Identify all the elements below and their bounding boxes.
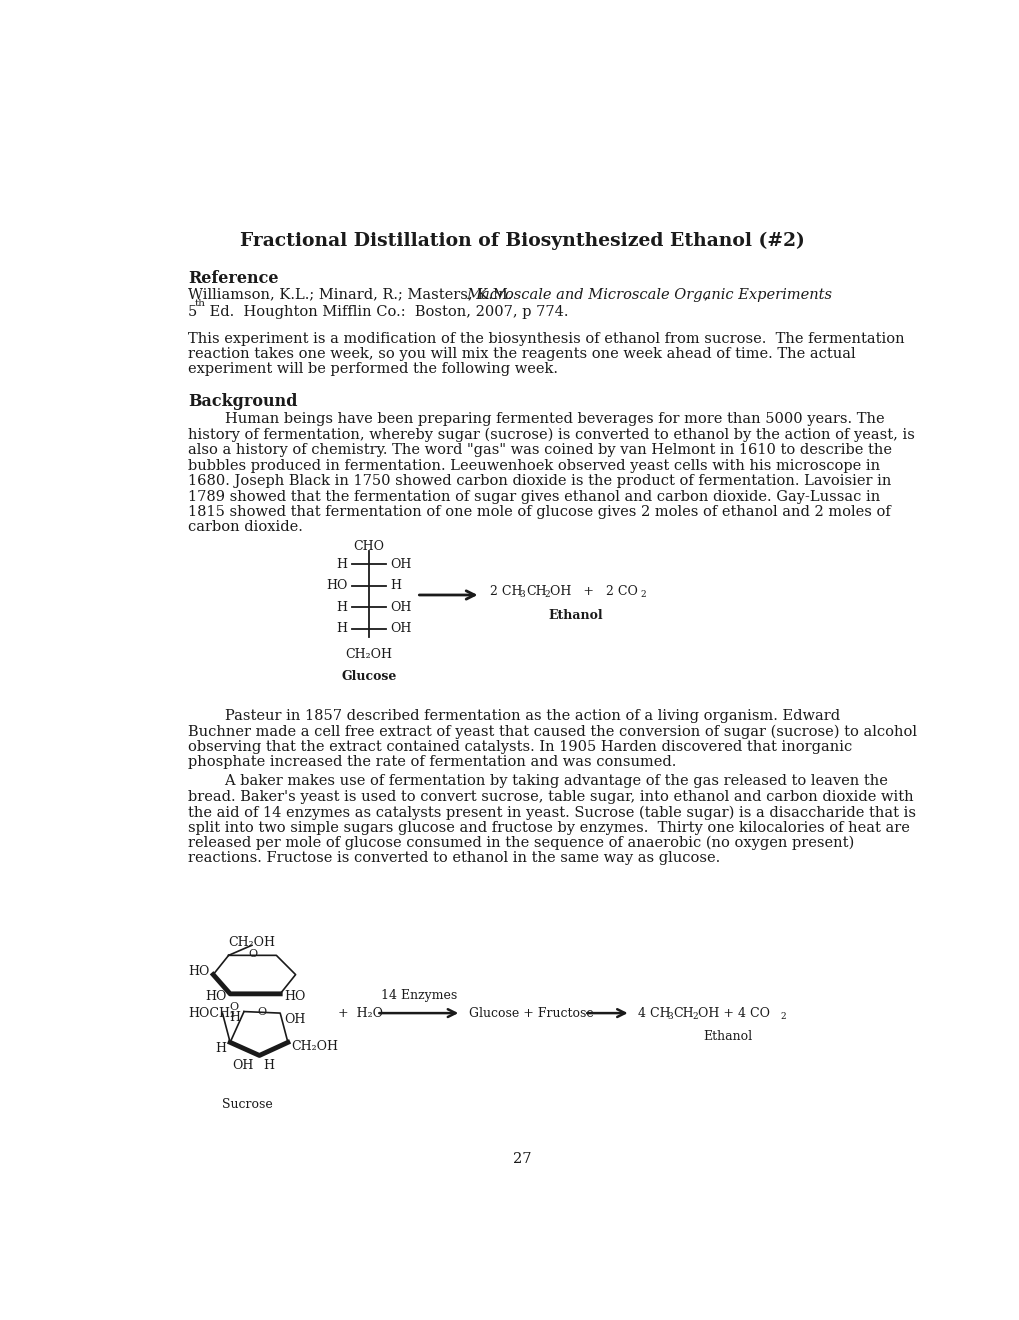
Text: Background: Background [187, 393, 297, 411]
Text: CH₂OH: CH₂OH [344, 648, 392, 661]
Text: history of fermentation, whereby sugar (sucrose) is converted to ethanol by the : history of fermentation, whereby sugar (… [187, 428, 914, 442]
Text: 2 CH: 2 CH [490, 585, 523, 598]
Text: H: H [215, 1041, 226, 1055]
Text: Williamson, K.L.; Minard, R.; Masters, K.M.: Williamson, K.L.; Minard, R.; Masters, K… [187, 288, 521, 302]
Text: Ethanol: Ethanol [547, 609, 602, 622]
Text: Macroscale and Microscale Organic Experiments: Macroscale and Microscale Organic Experi… [466, 288, 832, 302]
Text: Human beings have been preparing fermented beverages for more than 5000 years. T: Human beings have been preparing ferment… [187, 412, 883, 426]
Text: O: O [248, 949, 257, 958]
Text: 14 Enzymes: 14 Enzymes [380, 989, 457, 1002]
Text: phosphate increased the rate of fermentation and was consumed.: phosphate increased the rate of fermenta… [187, 755, 676, 770]
Text: Pasteur in 1857 described fermentation as the action of a living organism. Edwar: Pasteur in 1857 described fermentation a… [187, 709, 839, 723]
Text: Glucose + Fructose: Glucose + Fructose [469, 1007, 593, 1019]
Text: Fractional Distillation of Biosynthesized Ethanol (#2): Fractional Distillation of Biosynthesize… [240, 231, 804, 249]
Text: O: O [257, 1007, 266, 1018]
Text: Buchner made a cell free extract of yeast that caused the conversion of sugar (s: Buchner made a cell free extract of yeas… [187, 725, 916, 739]
Text: OH: OH [390, 601, 412, 614]
Text: 1680. Joseph Black in 1750 showed carbon dioxide is the product of fermentation.: 1680. Joseph Black in 1750 showed carbon… [187, 474, 891, 488]
Text: 2: 2 [640, 590, 646, 599]
Text: Sucrose: Sucrose [222, 1098, 273, 1111]
Text: carbon dioxide.: carbon dioxide. [187, 520, 303, 535]
Text: also a history of chemistry. The word "gas" was coined by van Helmont in 1610 to: also a history of chemistry. The word "g… [187, 444, 891, 457]
Text: Ed.  Houghton Mifflin Co.:  Boston, 2007, p 774.: Ed. Houghton Mifflin Co.: Boston, 2007, … [205, 305, 568, 318]
Text: 2: 2 [692, 1011, 697, 1020]
Text: This experiment is a modification of the biosynthesis of ethanol from sucrose.  : This experiment is a modification of the… [187, 331, 904, 346]
Text: H: H [263, 1059, 274, 1072]
Text: 5: 5 [187, 305, 197, 318]
Text: observing that the extract contained catalysts. In 1905 Harden discovered that i: observing that the extract contained cat… [187, 739, 851, 754]
Text: split into two simple sugars glucose and fructose by enzymes.  Thirty one kiloca: split into two simple sugars glucose and… [187, 821, 909, 834]
Text: HO: HO [283, 990, 305, 1003]
Text: 1789 showed that the fermentation of sugar gives ethanol and carbon dioxide. Gay: 1789 showed that the fermentation of sug… [187, 490, 879, 503]
Text: experiment will be performed the following week.: experiment will be performed the followi… [187, 363, 557, 376]
Text: H: H [336, 557, 346, 570]
Text: HOCH₂: HOCH₂ [187, 1007, 234, 1019]
Text: ,: , [703, 288, 708, 302]
Text: OH: OH [283, 1012, 305, 1026]
Text: CH: CH [673, 1007, 694, 1019]
Text: 1815 showed that fermentation of one mole of glucose gives 2 moles of ethanol an: 1815 showed that fermentation of one mol… [187, 506, 890, 519]
Text: H: H [390, 579, 400, 593]
Text: the aid of 14 enzymes as catalysts present in yeast. Sucrose (table sugar) is a : the aid of 14 enzymes as catalysts prese… [187, 805, 915, 820]
Text: CHO: CHO [353, 540, 384, 553]
Text: CH: CH [526, 585, 546, 598]
Text: A baker makes use of fermentation by taking advantage of the gas released to lea: A baker makes use of fermentation by tak… [187, 775, 887, 788]
Text: Glucose: Glucose [340, 671, 396, 684]
Text: H: H [229, 1011, 239, 1024]
Text: HO: HO [187, 965, 209, 978]
Text: +  H₂O: + H₂O [337, 1007, 382, 1019]
Text: H: H [336, 622, 346, 635]
Text: reaction takes one week, so you will mix the reagents one week ahead of time. Th: reaction takes one week, so you will mix… [187, 347, 855, 362]
Text: HO: HO [325, 579, 346, 593]
Text: CH₂OH: CH₂OH [228, 936, 275, 949]
Text: released per mole of glucose consumed in the sequence of anaerobic (no oxygen pr: released per mole of glucose consumed in… [187, 836, 853, 850]
Text: H: H [336, 601, 346, 614]
Text: 27: 27 [513, 1151, 532, 1166]
Text: reactions. Fructose is converted to ethanol in the same way as glucose.: reactions. Fructose is converted to etha… [187, 851, 719, 866]
Text: 4 CH: 4 CH [638, 1007, 671, 1019]
Text: Ethanol: Ethanol [703, 1030, 752, 1043]
Text: CH₂OH: CH₂OH [291, 1040, 338, 1053]
Text: OH   +   2 CO: OH + 2 CO [550, 585, 638, 598]
Text: OH: OH [390, 622, 412, 635]
Text: O: O [229, 1002, 238, 1011]
Text: 3: 3 [666, 1011, 673, 1020]
Text: 3: 3 [519, 590, 525, 599]
Text: th: th [195, 300, 206, 309]
Text: OH: OH [390, 557, 412, 570]
Text: bubbles produced in fermentation. Leeuwenhoek observed yeast cells with his micr: bubbles produced in fermentation. Leeuwe… [187, 459, 879, 473]
Text: bread. Baker's yeast is used to convert sucrose, table sugar, into ethanol and c: bread. Baker's yeast is used to convert … [187, 789, 913, 804]
Text: Reference: Reference [187, 271, 278, 286]
Text: 2: 2 [780, 1011, 786, 1020]
Text: 2: 2 [544, 590, 549, 599]
Text: OH + 4 CO: OH + 4 CO [698, 1007, 769, 1019]
Text: OH: OH [231, 1059, 253, 1072]
Text: HO: HO [205, 990, 226, 1003]
